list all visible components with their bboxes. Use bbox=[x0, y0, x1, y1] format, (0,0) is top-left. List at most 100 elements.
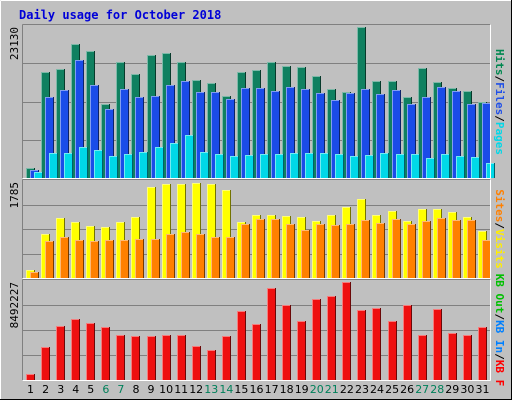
bar-kb-f-day-10 bbox=[162, 335, 171, 380]
legend-kb-out: KB Out bbox=[493, 274, 506, 314]
panel-3-legend: KB Out/KB In/KB F bbox=[493, 274, 506, 387]
bar-sites-day-17 bbox=[271, 219, 280, 278]
bar-sites-day-29 bbox=[452, 220, 461, 278]
bar-kb-f-day-13 bbox=[207, 350, 216, 380]
bar-pages-day-3 bbox=[64, 153, 73, 178]
day-label-27: 27 bbox=[415, 383, 429, 396]
legend-kb-f: KB F bbox=[493, 360, 506, 387]
bar-pages-day-9 bbox=[155, 147, 164, 178]
bar-sites-day-7 bbox=[120, 240, 129, 278]
bar-kb-f-day-15 bbox=[237, 311, 246, 380]
bar-sites-day-10 bbox=[166, 234, 175, 278]
day-label-3: 3 bbox=[57, 383, 64, 396]
bar-sites-day-2 bbox=[45, 241, 54, 278]
day-label-28: 28 bbox=[430, 383, 444, 396]
bar-kb-f-day-31 bbox=[478, 327, 487, 380]
bar-kb-f-day-1 bbox=[26, 374, 35, 380]
bar-kb-f-day-30 bbox=[463, 335, 472, 380]
day-label-15: 15 bbox=[234, 383, 248, 396]
day-label-24: 24 bbox=[370, 383, 384, 396]
bar-sites-day-28 bbox=[437, 218, 446, 278]
day-label-29: 29 bbox=[445, 383, 459, 396]
legend-hits: Hits bbox=[493, 49, 506, 76]
legend-visits: Visits bbox=[493, 229, 506, 269]
bar-pages-day-26 bbox=[411, 154, 420, 178]
bar-pages-day-21 bbox=[335, 154, 344, 178]
bar-kb-f-day-8 bbox=[131, 336, 140, 380]
bar-pages-day-11 bbox=[185, 135, 194, 178]
bar-pages-day-10 bbox=[170, 143, 179, 178]
day-label-14: 14 bbox=[219, 383, 233, 396]
bar-pages-day-1 bbox=[34, 172, 43, 178]
bar-pages-day-15 bbox=[245, 155, 254, 178]
bar-kb-f-day-28 bbox=[433, 309, 442, 380]
bar-sites-day-14 bbox=[226, 237, 235, 278]
day-label-18: 18 bbox=[280, 383, 294, 396]
bar-kb-f-day-16 bbox=[252, 324, 261, 380]
bar-sites-day-31 bbox=[482, 240, 491, 278]
bar-pages-day-2 bbox=[49, 153, 58, 178]
bar-kb-f-day-11 bbox=[177, 335, 186, 380]
bar-pages-day-23 bbox=[365, 155, 374, 178]
panel-1-ymax-label: 23130 bbox=[8, 27, 21, 60]
day-label-20: 20 bbox=[310, 383, 324, 396]
bar-pages-day-22 bbox=[350, 156, 359, 178]
x-axis-day-labels: 1 2 3 4 5 6 7 8 9 10 11 12 13 14 15 16 17 18 19 20 21 22 23 24 2… bbox=[27, 383, 490, 396]
bar-sites-day-6 bbox=[105, 240, 114, 278]
bar-kb-f-day-3 bbox=[56, 326, 65, 380]
bar-sites-day-13 bbox=[211, 237, 220, 278]
bar-pages-day-5 bbox=[94, 150, 103, 178]
bar-sites-day-5 bbox=[90, 241, 99, 278]
bar-sites-day-26 bbox=[407, 224, 416, 278]
bar-sites-day-1 bbox=[30, 272, 39, 278]
bar-pages-day-27 bbox=[426, 158, 435, 178]
day-label-10: 10 bbox=[159, 383, 173, 396]
bar-kb-f-day-18 bbox=[282, 305, 291, 380]
day-label-22: 22 bbox=[340, 383, 354, 396]
bar-pages-day-13 bbox=[215, 154, 224, 178]
bar-sites-day-20 bbox=[316, 224, 325, 278]
day-label-31: 31 bbox=[476, 383, 490, 396]
bar-pages-day-4 bbox=[79, 147, 88, 178]
bar-sites-day-11 bbox=[181, 232, 190, 278]
bar-kb-f-day-24 bbox=[372, 308, 381, 380]
day-label-8: 8 bbox=[133, 383, 140, 396]
bar-kb-f-day-2 bbox=[41, 347, 50, 380]
bar-kb-f-day-25 bbox=[388, 321, 397, 380]
bar-kb-f-day-22 bbox=[342, 282, 351, 380]
bar-sites-day-3 bbox=[60, 237, 69, 278]
bar-sites-day-21 bbox=[331, 225, 340, 278]
bar-pages-day-24 bbox=[380, 153, 389, 178]
legend-separator: / bbox=[493, 76, 506, 83]
bar-kb-f-day-4 bbox=[71, 319, 80, 380]
bar-kb-f-day-9 bbox=[147, 336, 156, 380]
day-label-21: 21 bbox=[325, 383, 339, 396]
day-label-19: 19 bbox=[295, 383, 309, 396]
legend-kb-in: KB In bbox=[493, 320, 506, 353]
bar-sites-day-4 bbox=[75, 240, 84, 278]
day-label-2: 2 bbox=[42, 383, 49, 396]
bar-kb-f-day-26 bbox=[403, 305, 412, 380]
bar-kb-f-day-17 bbox=[267, 288, 276, 380]
panel-3: 8492227 KB Out/KB In/KB F bbox=[8, 274, 506, 387]
chart-title: Daily usage for October 2018 bbox=[19, 8, 221, 22]
bar-pages-day-20 bbox=[320, 153, 329, 178]
panel-2-ymax-label: 1785 bbox=[8, 182, 21, 209]
bar-kb-f-day-19 bbox=[297, 321, 306, 380]
day-label-9: 9 bbox=[148, 383, 155, 396]
bar-pages-day-17 bbox=[275, 154, 284, 178]
day-label-13: 13 bbox=[204, 383, 218, 396]
day-label-1: 1 bbox=[27, 383, 34, 396]
bar-kb-f-day-27 bbox=[418, 335, 427, 380]
day-label-5: 5 bbox=[87, 383, 94, 396]
bar-pages-day-8 bbox=[139, 152, 148, 178]
bar-pages-day-16 bbox=[260, 154, 269, 178]
legend-separator: / bbox=[493, 222, 506, 229]
bar-pages-day-28 bbox=[441, 154, 450, 178]
bar-sites-day-18 bbox=[286, 224, 295, 278]
bar-pages-day-14 bbox=[230, 156, 239, 178]
bar-pages-day-30 bbox=[471, 157, 480, 178]
bar-pages-day-7 bbox=[124, 154, 133, 178]
